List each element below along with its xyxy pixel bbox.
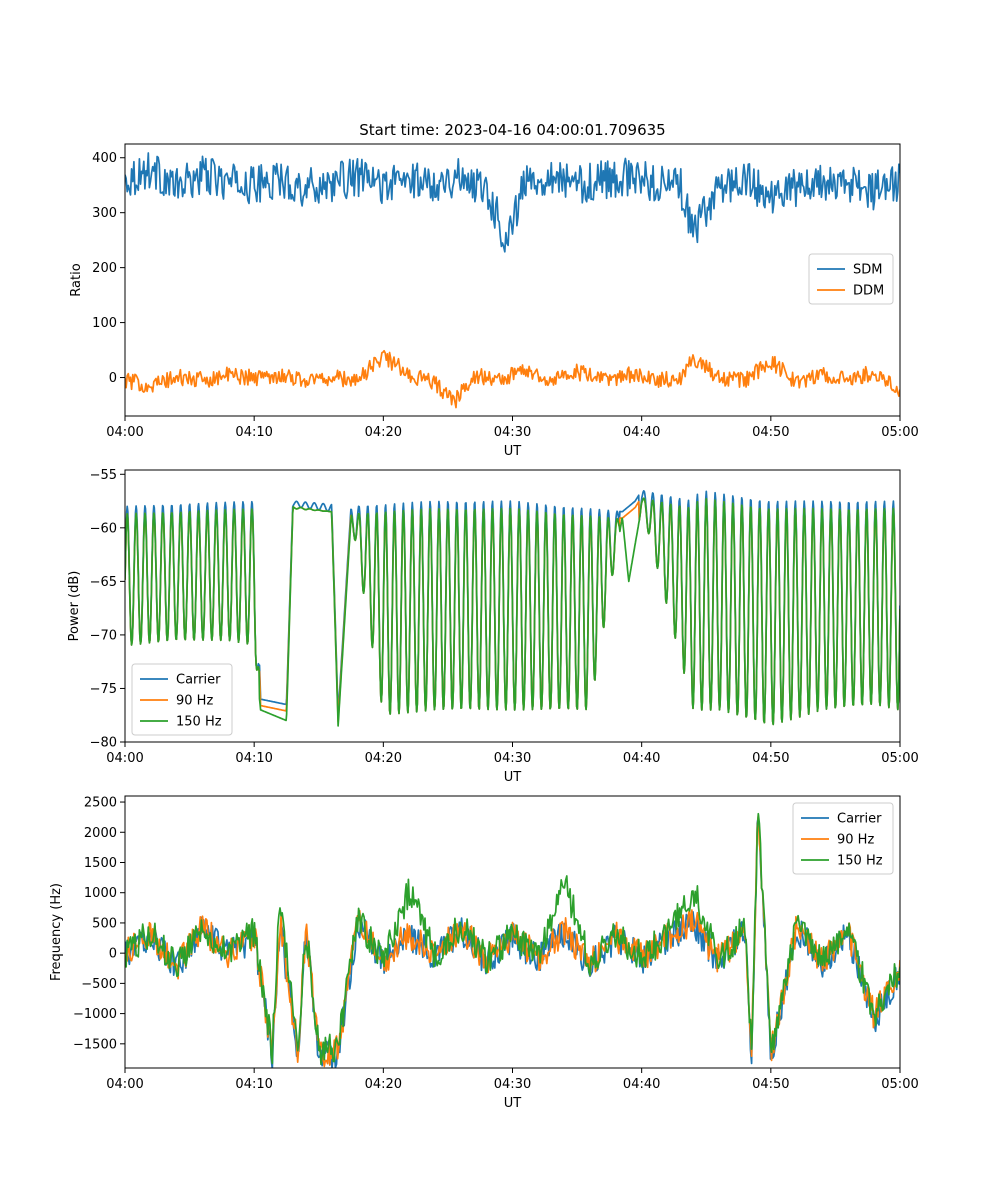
legend-label: SDM (853, 263, 882, 278)
legend-label: DDM (853, 284, 884, 299)
y-tick-label: −1000 (73, 1007, 117, 1022)
x-tick-label: 04:50 (752, 425, 789, 440)
legend: Carrier 90 Hz 150 Hz (131, 663, 233, 736)
legend-box (131, 663, 233, 736)
series-group (125, 490, 900, 727)
x-tick-label: 04:40 (623, 1077, 660, 1092)
legend-label: Carrier (176, 673, 221, 688)
series-line-150-hz (125, 812, 900, 1066)
y-axis-label: Frequency (Hz) (49, 883, 64, 981)
x-tick-label: 05:00 (881, 425, 918, 440)
x-tick-label: 04:00 (106, 1077, 143, 1092)
legend-box (792, 802, 894, 875)
x-tick-label: 04:40 (623, 425, 660, 440)
y-tick-label: 1500 (84, 856, 117, 871)
x-axis-label: UT (504, 444, 522, 459)
x-tick-label: 04:00 (106, 751, 143, 766)
y-tick-label: 2500 (84, 796, 117, 811)
x-tick-label: 04:10 (235, 425, 272, 440)
y-tick-label: −60 (90, 521, 117, 536)
y-tick-label: 0 (109, 947, 117, 962)
y-axis-label: Power (dB) (67, 571, 82, 642)
chart-panel-3: 04:00 04:10 04:20 04:30 04:40 04:50 05:00 −1500… (49, 795, 919, 1111)
legend-label: 90 Hz (837, 833, 874, 848)
x-tick-label: 04:20 (365, 751, 402, 766)
series-line-150-hz (125, 497, 900, 727)
legend-box (808, 253, 894, 305)
y-tick-label: 100 (92, 316, 117, 331)
x-tick-label: 04:10 (235, 751, 272, 766)
x-tick-label: 04:50 (752, 1077, 789, 1092)
y-tick-label: 0 (109, 371, 117, 386)
series-line-ddm (125, 349, 900, 409)
y-tick-label: −55 (90, 468, 117, 483)
y-tick-label: −75 (90, 682, 117, 697)
x-tick-label: 04:20 (365, 425, 402, 440)
x-tick-label: 04:50 (752, 751, 789, 766)
x-tick-label: 05:00 (881, 751, 918, 766)
y-tick-label: 300 (92, 206, 117, 221)
y-tick-label: 200 (92, 261, 117, 276)
chart-panel-1: 04:00 04:10 04:20 04:30 04:40 04:50 05:00 0 100 2… (69, 121, 919, 459)
series-line-sdm (125, 152, 900, 253)
chart-panel-2: 04:00 04:10 04:20 04:30 04:40 04:50 05:00 −80 −7… (67, 468, 919, 785)
legend-label: 150 Hz (176, 715, 222, 730)
y-tick-label: 1000 (84, 886, 117, 901)
legend: Carrier 90 Hz 150 Hz (792, 802, 894, 875)
y-tick-label: −500 (81, 977, 117, 992)
x-tick-label: 04:30 (494, 425, 531, 440)
x-tick-label: 04:30 (494, 1077, 531, 1092)
y-tick-label: 400 (92, 151, 117, 166)
x-tick-label: 04:00 (106, 425, 143, 440)
legend: SDM DDM (808, 253, 894, 305)
y-tick-label: −80 (90, 736, 117, 751)
x-tick-label: 04:30 (494, 751, 531, 766)
legend-label: 150 Hz (837, 854, 883, 869)
x-tick-label: 04:10 (235, 1077, 272, 1092)
x-axis-label: UT (504, 1096, 522, 1111)
x-tick-label: 04:40 (623, 751, 660, 766)
series-group (125, 812, 900, 1068)
y-tick-label: −70 (90, 628, 117, 643)
legend-label: 90 Hz (176, 694, 213, 709)
y-tick-label: −1500 (73, 1037, 117, 1052)
y-axis-label: Ratio (69, 263, 84, 296)
series-group (125, 152, 900, 409)
y-tick-label: 2000 (84, 826, 117, 841)
y-tick-label: −65 (90, 575, 117, 590)
legend-label: Carrier (837, 812, 882, 827)
x-tick-label: 04:20 (365, 1077, 402, 1092)
y-tick-label: 500 (92, 916, 117, 931)
chart-title: Start time: 2023-04-16 04:00:01.709635 (359, 121, 665, 139)
x-tick-label: 05:00 (881, 1077, 918, 1092)
x-axis-label: UT (504, 770, 522, 785)
